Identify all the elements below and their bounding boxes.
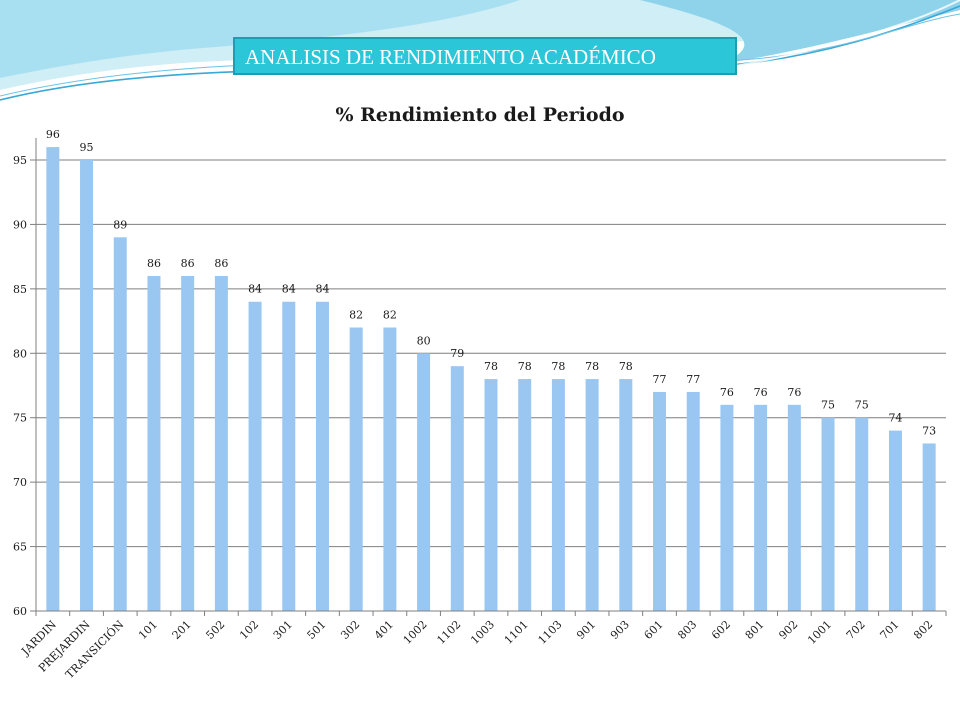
x-tick-label: 1101 — [502, 618, 531, 647]
bar — [787, 404, 801, 611]
bar — [147, 275, 161, 611]
y-tick-label: 75 — [13, 412, 27, 425]
bar — [113, 237, 127, 612]
data-label: 78 — [551, 360, 565, 373]
data-label: 74 — [888, 412, 902, 425]
y-tick-label: 60 — [13, 605, 27, 618]
wave-line-3 — [699, 0, 960, 73]
x-tick-label: 803 — [675, 618, 699, 642]
data-label: 84 — [248, 283, 262, 296]
data-label: 78 — [619, 360, 633, 373]
x-tick-label: 903 — [608, 618, 632, 642]
bar — [417, 353, 431, 611]
x-tick-label: 1001 — [805, 618, 834, 647]
y-tick-label: 80 — [13, 347, 27, 360]
bar — [214, 275, 228, 611]
bar — [720, 404, 734, 611]
x-tick-label: 102 — [237, 618, 261, 642]
x-tick-label: 701 — [878, 618, 902, 642]
bar — [450, 366, 464, 611]
bar — [484, 379, 498, 611]
data-label: 95 — [80, 141, 94, 154]
x-tick-label: 1102 — [434, 618, 463, 647]
banner-title: ANALISIS DE RENDIMIENTO ACADÉMICO — [245, 45, 656, 69]
data-label: 84 — [315, 283, 329, 296]
bar — [349, 327, 363, 611]
section-banner: ANALISIS DE RENDIMIENTO ACADÉMICO — [233, 37, 737, 75]
data-label: 78 — [484, 360, 498, 373]
bar — [855, 417, 869, 611]
bar — [181, 275, 195, 611]
x-tick-label: 401 — [372, 618, 396, 642]
bar — [383, 327, 397, 611]
bar — [619, 379, 633, 611]
x-tick-label: 101 — [136, 618, 160, 642]
data-label: 75 — [821, 399, 835, 412]
y-tick-label: 65 — [13, 541, 27, 554]
bar — [551, 379, 565, 611]
x-tick-label: 801 — [743, 618, 767, 642]
bar — [653, 391, 667, 611]
bar — [80, 160, 94, 611]
bar — [821, 417, 835, 611]
bar — [282, 301, 296, 611]
x-tick-label: 901 — [574, 618, 598, 642]
data-label: 86 — [214, 257, 228, 270]
data-label: 77 — [686, 373, 700, 386]
bar — [46, 147, 60, 611]
data-label: 78 — [585, 360, 599, 373]
x-tick-label: 301 — [271, 618, 295, 642]
y-tick-label: 90 — [13, 218, 27, 231]
x-tick-label: 501 — [305, 618, 329, 642]
bar — [922, 443, 936, 611]
data-label: 75 — [855, 399, 869, 412]
bar — [248, 301, 262, 611]
data-label: 84 — [282, 283, 296, 296]
wave-right — [640, 0, 960, 64]
x-tick-label: 1002 — [401, 618, 430, 647]
x-tick-label: 702 — [844, 618, 868, 642]
chart-title: % Rendimiento del Periodo — [335, 104, 625, 126]
bar — [585, 379, 599, 611]
bar — [686, 391, 700, 611]
x-tick-label: 1003 — [468, 618, 497, 647]
data-label: 76 — [787, 386, 801, 399]
data-label: 82 — [383, 309, 397, 322]
bar — [518, 379, 532, 611]
x-tick-label: 302 — [338, 618, 362, 642]
data-label: 86 — [147, 257, 161, 270]
data-label: 73 — [922, 424, 936, 437]
data-label: 80 — [417, 334, 431, 347]
y-tick-label: 95 — [13, 154, 27, 167]
x-tick-label: 201 — [170, 618, 194, 642]
x-tick-label: 802 — [911, 618, 935, 642]
data-label: 76 — [754, 386, 768, 399]
x-tick-label: 1103 — [536, 618, 565, 647]
x-tick-label: 902 — [776, 618, 800, 642]
x-tick-label: 602 — [709, 618, 733, 642]
y-tick-label: 70 — [13, 476, 27, 489]
data-label: 79 — [450, 347, 464, 360]
bar — [315, 301, 329, 611]
data-label: 82 — [349, 309, 363, 322]
data-label: 86 — [181, 257, 195, 270]
data-label: 76 — [720, 386, 734, 399]
data-label: 78 — [518, 360, 532, 373]
data-label: 96 — [46, 128, 60, 141]
bar — [888, 430, 902, 611]
data-label: 77 — [653, 373, 667, 386]
x-tick-label: 601 — [642, 618, 666, 642]
x-tick-label: TRANSICIÓN — [62, 617, 126, 681]
x-tick-label: 502 — [203, 618, 227, 642]
data-label: 89 — [113, 218, 127, 231]
y-tick-label: 85 — [13, 283, 27, 296]
bar — [754, 404, 768, 611]
